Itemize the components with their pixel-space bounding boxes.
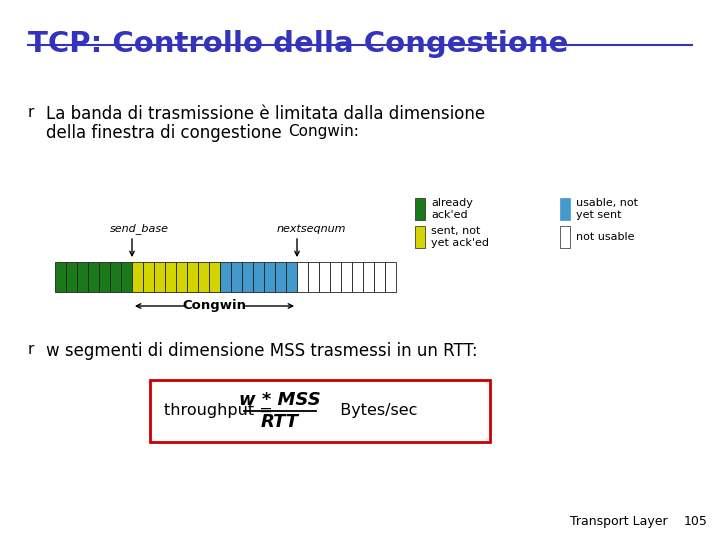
Text: sent, not
yet ack'ed: sent, not yet ack'ed xyxy=(431,226,489,248)
Text: RTT: RTT xyxy=(261,413,299,431)
Text: already
ack'ed: already ack'ed xyxy=(431,198,473,220)
Bar xyxy=(150,380,490,442)
Bar xyxy=(297,262,308,292)
Bar xyxy=(330,262,341,292)
Bar xyxy=(308,262,319,292)
Text: TCP: Controllo della Congestione: TCP: Controllo della Congestione xyxy=(28,30,568,58)
Text: usable, not
yet sent: usable, not yet sent xyxy=(576,198,638,220)
Bar xyxy=(253,262,264,292)
Text: nextseqnum: nextseqnum xyxy=(277,224,346,234)
Bar xyxy=(176,262,187,292)
Bar xyxy=(220,262,231,292)
Bar xyxy=(143,262,154,292)
Text: Congwin: Congwin xyxy=(182,300,246,313)
Bar xyxy=(132,262,143,292)
Bar xyxy=(231,262,242,292)
Bar xyxy=(55,262,66,292)
Bar xyxy=(319,262,330,292)
Bar xyxy=(198,262,209,292)
Text: r: r xyxy=(28,105,35,120)
Bar xyxy=(77,262,88,292)
Bar xyxy=(264,262,275,292)
Bar xyxy=(286,262,297,292)
Bar xyxy=(385,262,396,292)
Bar xyxy=(66,262,77,292)
Text: send_base: send_base xyxy=(110,223,169,234)
Text: Bytes/sec: Bytes/sec xyxy=(330,403,418,418)
Text: w * MSS: w * MSS xyxy=(239,391,321,409)
Bar xyxy=(121,262,132,292)
Text: Transport Layer: Transport Layer xyxy=(570,515,667,528)
Text: r: r xyxy=(28,342,35,357)
Bar xyxy=(242,262,253,292)
Text: throughput =: throughput = xyxy=(164,403,278,418)
Bar xyxy=(154,262,165,292)
Text: not usable: not usable xyxy=(576,232,634,242)
Bar xyxy=(560,198,570,220)
Text: w segmenti di dimensione MSS trasmessi in un RTT:: w segmenti di dimensione MSS trasmessi i… xyxy=(46,342,477,360)
Bar xyxy=(415,226,425,248)
Text: Congwin:: Congwin: xyxy=(288,124,359,139)
Bar xyxy=(415,198,425,220)
Bar xyxy=(88,262,99,292)
Bar xyxy=(209,262,220,292)
Text: della finestra di congestione: della finestra di congestione xyxy=(46,124,287,142)
Bar xyxy=(363,262,374,292)
Bar xyxy=(110,262,121,292)
Bar xyxy=(165,262,176,292)
Bar xyxy=(341,262,352,292)
Bar xyxy=(352,262,363,292)
Bar xyxy=(99,262,110,292)
Bar xyxy=(560,226,570,248)
Text: La banda di trasmissione è limitata dalla dimensione: La banda di trasmissione è limitata dall… xyxy=(46,105,485,123)
Bar xyxy=(275,262,286,292)
Text: 105: 105 xyxy=(684,515,708,528)
Bar xyxy=(374,262,385,292)
Bar xyxy=(187,262,198,292)
